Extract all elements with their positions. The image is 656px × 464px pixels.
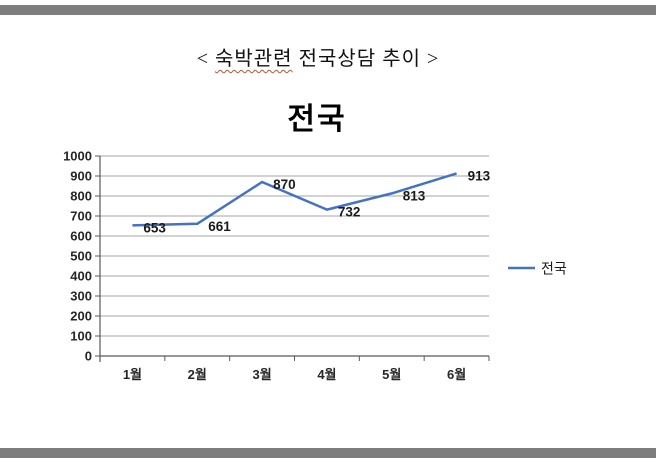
- data-label: 813: [403, 188, 426, 203]
- y-tick-label: 700: [70, 209, 92, 224]
- y-tick-label: 400: [70, 269, 92, 284]
- y-tick-label: 200: [70, 309, 92, 324]
- y-tick-label: 800: [70, 189, 92, 204]
- x-tick-label: 6월: [447, 367, 466, 382]
- data-label: 653: [143, 220, 166, 235]
- y-tick-label: 900: [70, 169, 92, 184]
- y-tick-label: 0: [85, 349, 92, 364]
- y-tick-label: 300: [70, 289, 92, 304]
- y-tick-label: 500: [70, 249, 92, 264]
- y-tick-label: 600: [70, 229, 92, 244]
- legend-label: 전국: [541, 261, 567, 277]
- data-label: 870: [273, 177, 296, 192]
- data-label: 732: [338, 205, 361, 220]
- x-tick-label: 4월: [317, 367, 336, 382]
- x-tick-label: 5월: [382, 367, 401, 382]
- document-title: < 숙박관련 전국상담 추이 >: [0, 42, 636, 71]
- document-title-misspelled-word: 숙박관련: [214, 48, 293, 70]
- y-tick-label: 100: [70, 329, 92, 344]
- series-line: [132, 172, 457, 227]
- data-label: 913: [468, 168, 491, 183]
- document-title-rest: 전국상담 추이 >: [292, 48, 440, 70]
- x-tick-label: 1월: [123, 367, 142, 382]
- document-title-prefix: <: [196, 48, 215, 70]
- y-tick-label: 1000: [63, 149, 92, 164]
- chart-title: 전국: [287, 103, 347, 136]
- bottom-gray-bar: [0, 448, 656, 458]
- x-tick-label: 2월: [188, 367, 207, 382]
- data-label: 661: [208, 219, 231, 234]
- x-tick-label: 3월: [252, 367, 271, 382]
- top-gray-bar: [0, 5, 656, 15]
